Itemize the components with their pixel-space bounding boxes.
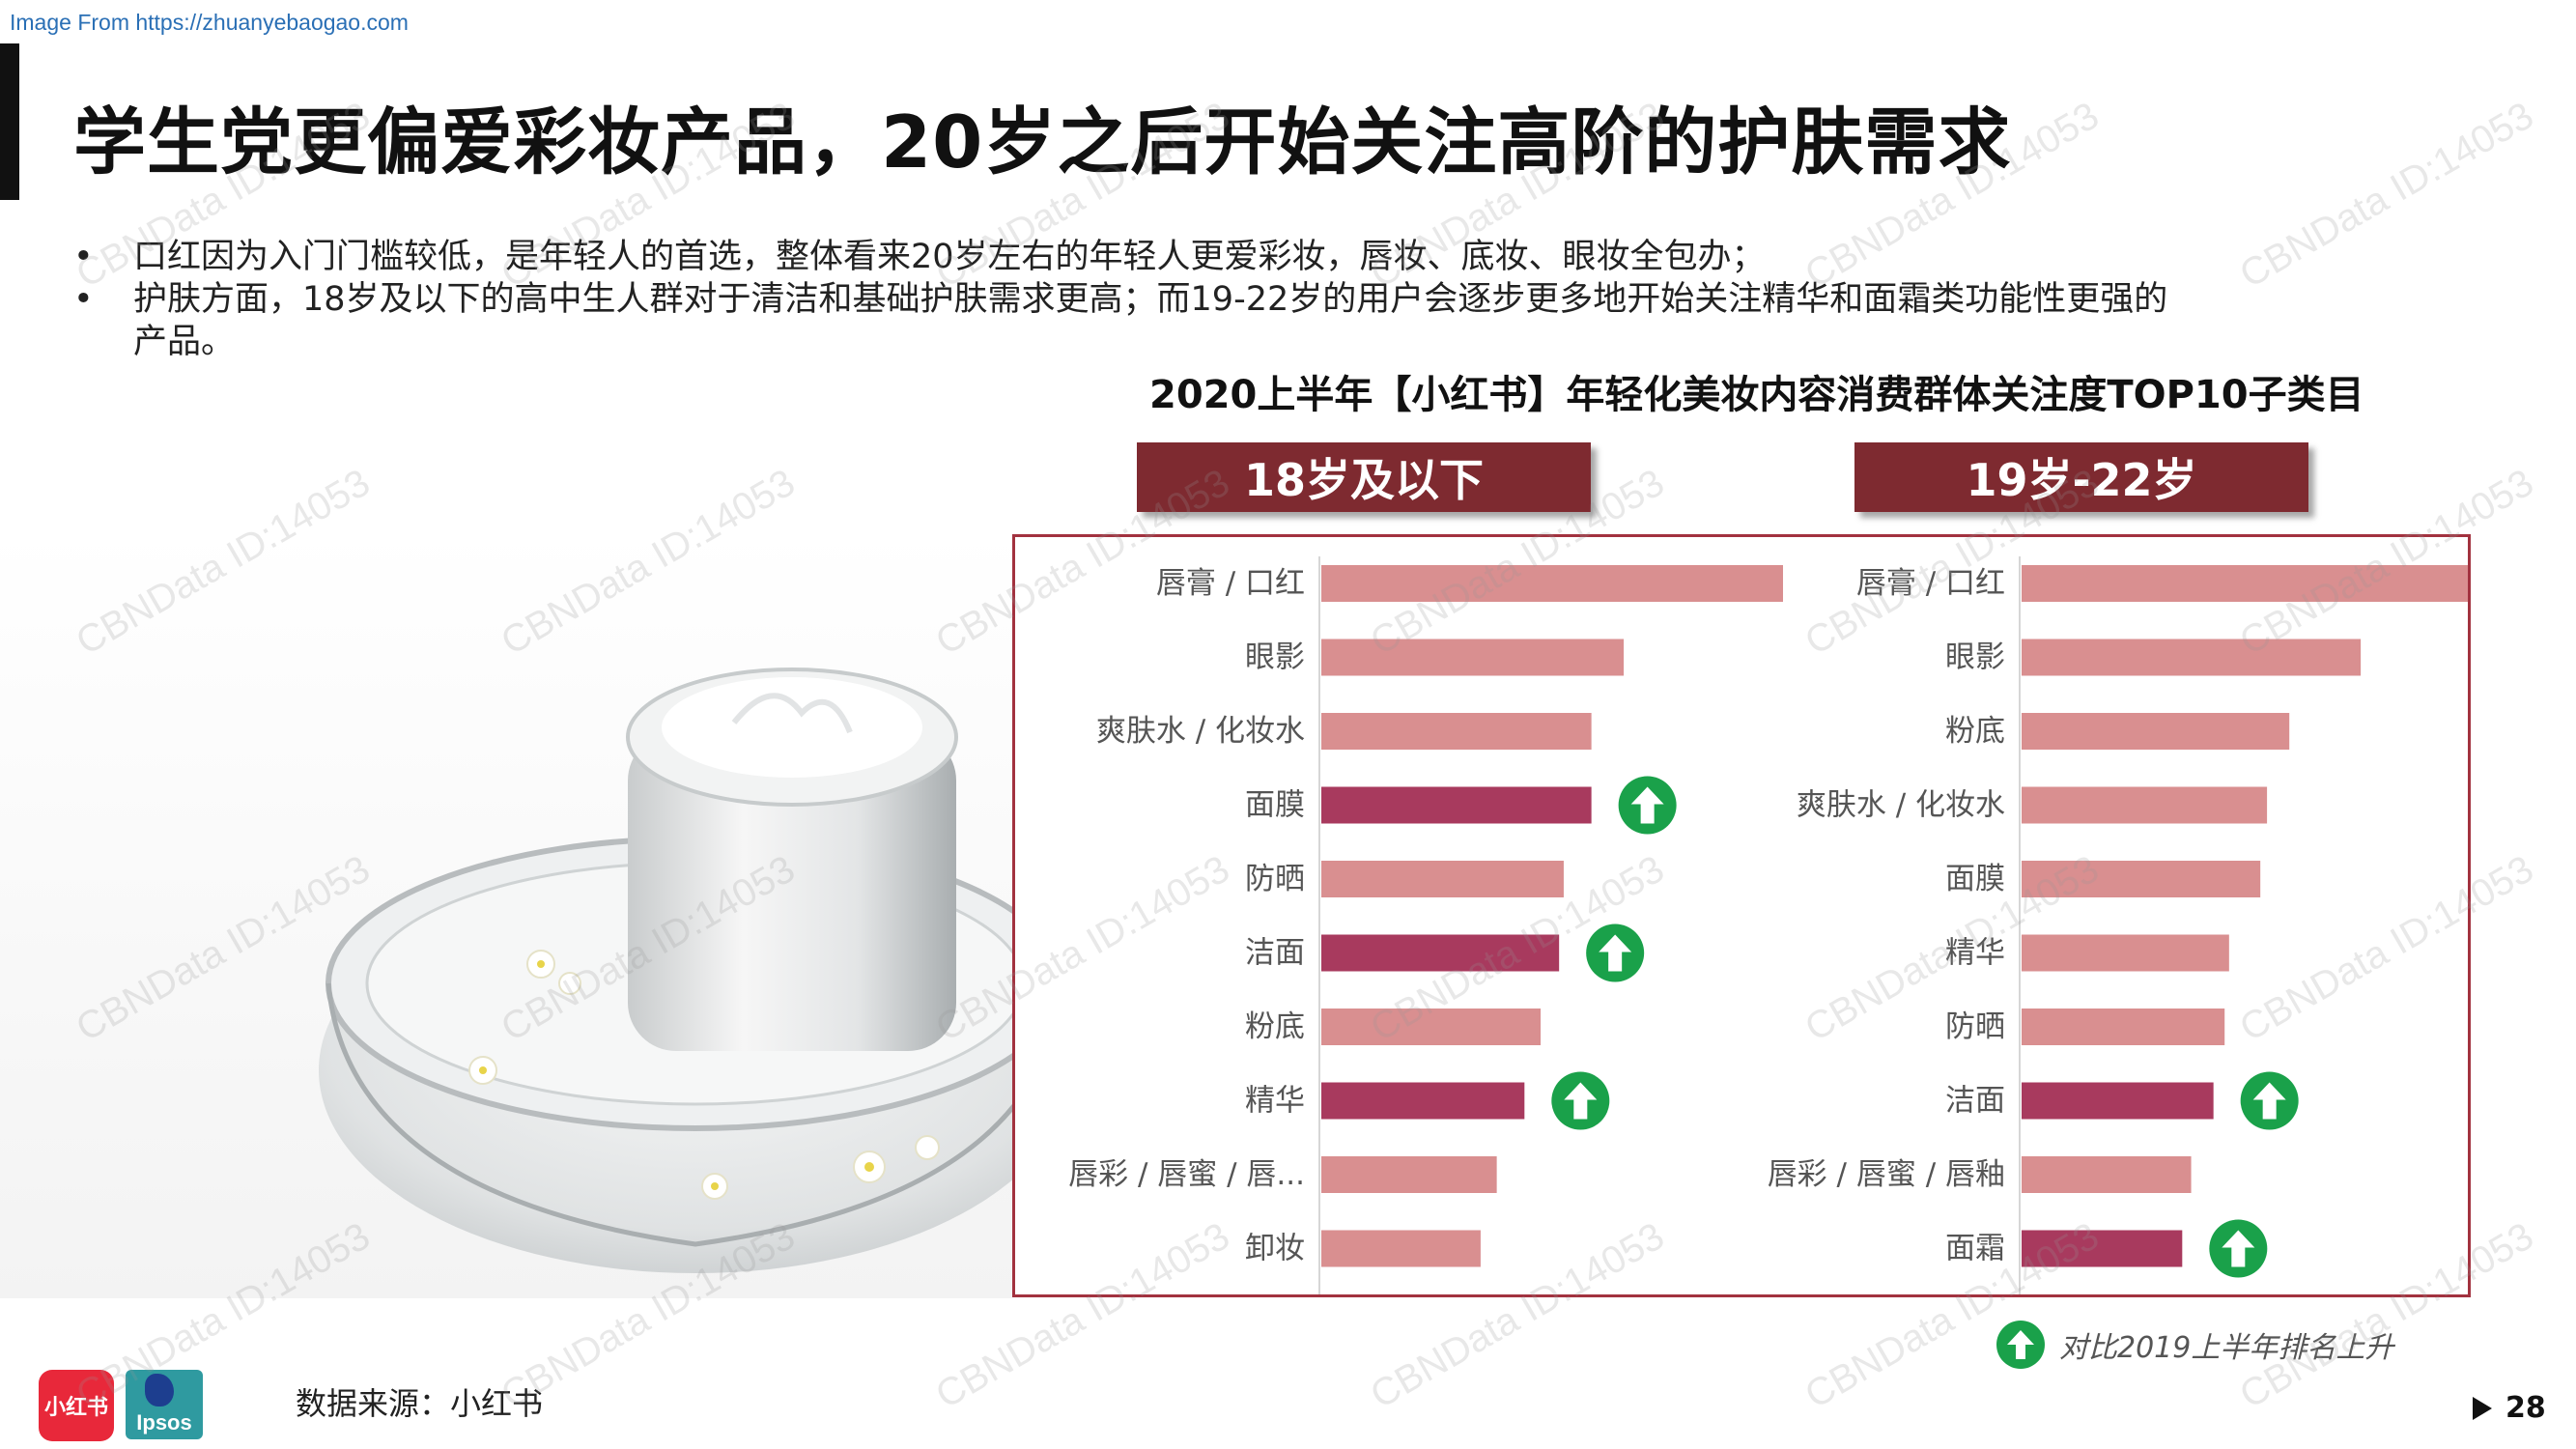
bar [2022, 1230, 2183, 1267]
xiaohongshu-logo: 小红书 [39, 1370, 114, 1441]
bar [2022, 639, 2362, 676]
bar [1321, 1230, 1481, 1267]
category-label: 面霜 [1945, 1232, 2005, 1266]
category-label: 爽肤水 / 化妆水 [1096, 714, 1305, 749]
bar [2022, 934, 2229, 972]
page-number: 28 [2473, 1391, 2546, 1425]
category-label: 唇膏 / 口红 [1856, 566, 2005, 601]
chart-title: 2020上半年【小红书】年轻化美妆内容消费群体关注度TOP10子类目 [1149, 373, 2364, 417]
bar [2022, 713, 2290, 750]
bar [1321, 565, 1783, 602]
category-label: 防晒 [1945, 1009, 2005, 1044]
bullet-text: 口红因为入门门槛较低，是年轻人的首选，整体看来20岁左右的年轻人更爱彩妆，唇妆、… [133, 238, 1766, 276]
bullet-item: • 口红因为入门门槛较低，是年轻人的首选，整体看来20岁左右的年轻人更爱彩妆，唇… [66, 236, 2191, 278]
category-label: 防晒 [1245, 862, 1305, 896]
category-label: 粉底 [1945, 714, 2005, 749]
bullet-item: • 护肤方面，18岁及以下的高中生人群对于清洁和基础护肤需求更高；而19-22岁… [66, 278, 2191, 363]
category-label: 粉底 [1245, 1009, 1305, 1044]
legend: 对比2019上半年排名上升 [1996, 1320, 2393, 1370]
category-label: 面膜 [1945, 862, 2005, 896]
bar [1321, 1082, 1525, 1120]
rank-up-arrow-icon [1551, 1071, 1610, 1130]
group-header-under-18: 18岁及以下 [1137, 442, 1591, 512]
category-label: 精华 [1945, 936, 2005, 971]
bar [2022, 1082, 2214, 1120]
rank-up-arrow-icon [2209, 1219, 2268, 1278]
category-label: 面膜 [1245, 788, 1305, 823]
rank-up-arrow-icon [1618, 776, 1677, 835]
category-label: 眼影 [1945, 640, 2005, 675]
ipsos-logo: Ipsos [126, 1370, 203, 1439]
bar [1321, 861, 1564, 897]
page-number-text: 28 [2505, 1391, 2546, 1425]
category-label: 洁面 [1245, 936, 1305, 971]
bar [2022, 1009, 2225, 1045]
group-header-19-22: 19岁-22岁 [1854, 442, 2308, 512]
category-label: 精华 [1245, 1084, 1305, 1119]
category-label: 唇彩 / 唇蜜 / 唇釉 [1768, 1157, 2005, 1192]
bullet-marker: • [73, 238, 94, 276]
bar [2022, 786, 2268, 824]
source-url[interactable]: Image From https://zhuanyebaogao.com [10, 10, 409, 35]
rank-up-arrow-icon [1996, 1321, 2045, 1369]
category-label: 卸妆 [1245, 1232, 1305, 1266]
bar [2022, 861, 2261, 897]
bar [1321, 639, 1625, 676]
bar [1321, 1009, 1542, 1045]
bar [1321, 1156, 1497, 1193]
watermark: CBNData ID:14053 [2232, 94, 2541, 297]
bullet-marker: • [73, 280, 94, 319]
chart-frame: 唇膏 / 口红 眼影 爽肤水 / 化妆水 面膜 防晒 洁面 粉底 精华 唇彩 / 唇蜜 / 唇.… [1012, 534, 2471, 1297]
ipsos-logo-text: Ipsos [136, 1410, 192, 1435]
bullet-text: 护肤方面，18岁及以下的高中生人群对于清洁和基础护肤需求更高；而19-22岁的用… [133, 280, 2168, 361]
bullet-list: • 口红因为入门门槛较低，是年轻人的首选，整体看来20岁左右的年轻人更爱彩妆，唇… [66, 236, 2191, 363]
category-label: 洁面 [1945, 1084, 2005, 1119]
play-icon [2473, 1396, 2492, 1420]
category-label: 唇膏 / 口红 [1156, 566, 1305, 601]
legend-label: 对比2019上半年排名上升 [2059, 1331, 2394, 1365]
rank-up-arrow-icon [1586, 923, 1645, 982]
rank-up-arrow-icon [2240, 1071, 2299, 1130]
bar [1321, 713, 1592, 750]
title-accent-bar [0, 43, 19, 200]
bar [2022, 1156, 2192, 1193]
page-title: 学生党更偏爱彩妆产品，20岁之后开始关注高阶的护肤需求 [73, 99, 2012, 185]
category-label: 爽肤水 / 化妆水 [1797, 788, 2005, 823]
bar [1321, 786, 1592, 824]
ipsos-logo-mark [145, 1374, 174, 1406]
product-photo [0, 529, 1012, 1298]
category-label: 眼影 [1245, 640, 1305, 675]
bar [2022, 565, 2468, 602]
bar [1321, 934, 1560, 972]
data-source: 数据来源：小红书 [296, 1385, 544, 1422]
category-label: 唇彩 / 唇蜜 / 唇... [1068, 1157, 1305, 1192]
